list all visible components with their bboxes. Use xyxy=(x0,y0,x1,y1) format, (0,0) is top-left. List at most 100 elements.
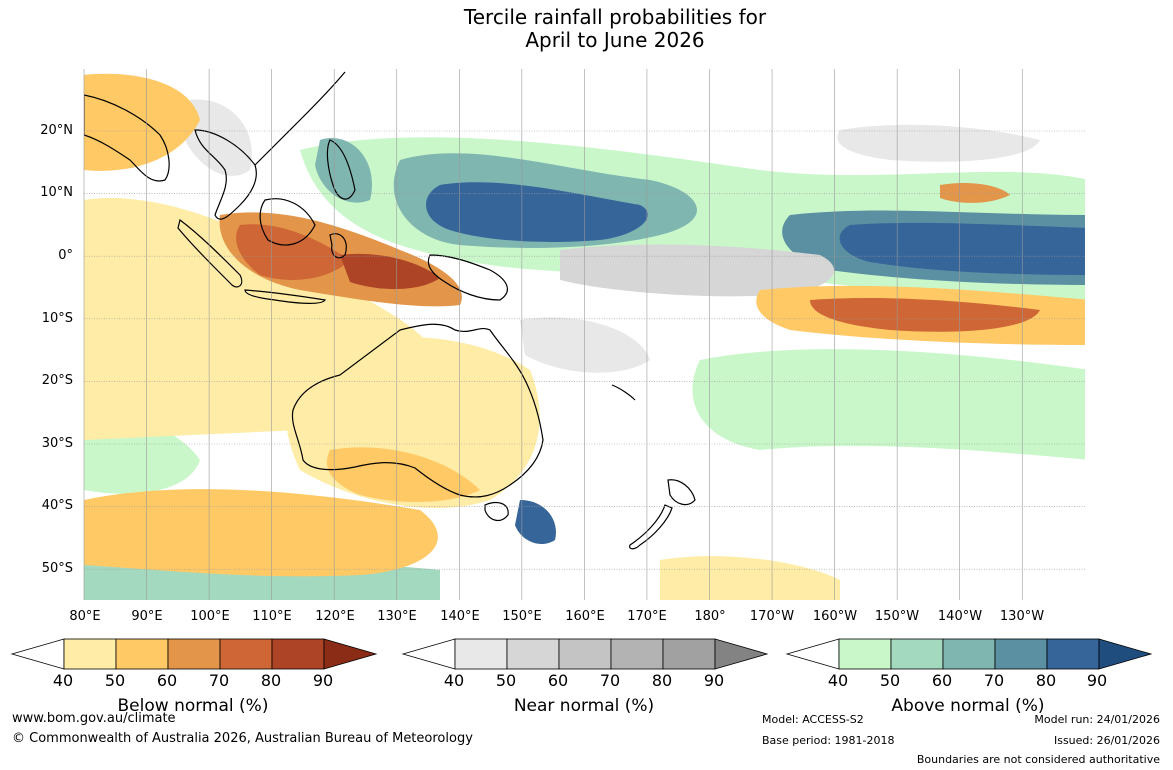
lon-label-130w: 130°W xyxy=(999,609,1045,624)
near-normal-tick: 50 xyxy=(495,671,517,690)
near-normal-title: Near normal (%) xyxy=(513,696,655,716)
above-normal-colorbar-segment xyxy=(838,638,892,670)
lat-label-20n: 20°N xyxy=(40,123,73,138)
above-normal-colorbar-segment xyxy=(942,638,996,670)
near-normal-colorbar-segment xyxy=(506,638,560,670)
lat-label-20s: 20°S xyxy=(41,373,73,388)
above-normal-colorbar-segment xyxy=(994,638,1048,670)
new-zealand-north-coastline xyxy=(667,479,696,506)
near-normal-north-pacific xyxy=(837,124,1040,162)
near-normal-colorbar-start-arrow xyxy=(401,638,456,670)
below-normal-tick: 70 xyxy=(208,671,230,690)
lon-label-140e: 140°E xyxy=(440,609,480,624)
website-link[interactable]: www.bom.gov.au/climate xyxy=(12,711,176,726)
lat-label-50s: 50°S xyxy=(41,561,73,576)
lon-label-150e: 150°E xyxy=(502,609,542,624)
below-normal-tick: 40 xyxy=(52,671,74,690)
below-normal-colorbar-start-arrow xyxy=(10,638,65,670)
above-normal-pacific-core-2 xyxy=(426,182,648,242)
above-normal-colorbar-segment xyxy=(1046,638,1100,670)
near-normal-colorbar-segment xyxy=(454,638,508,670)
below-normal-colorbar-segment xyxy=(271,638,325,670)
copyright-text: © Commonwealth of Australia 2026, Austra… xyxy=(12,731,473,746)
lon-label-180: 180° xyxy=(694,609,726,624)
below-normal-colorbar-segment xyxy=(115,638,169,670)
below-normal-north-pacific-patch xyxy=(940,183,1010,203)
above-normal-east-pacific-inner xyxy=(839,222,1085,275)
below-normal-colorbar-end-arrow xyxy=(323,638,378,670)
near-normal-regions xyxy=(185,99,1040,373)
china-coastline xyxy=(254,71,346,166)
map-title-line-2: April to June 2026 xyxy=(525,28,705,52)
near-normal-tick: 40 xyxy=(443,671,465,690)
lon-label-130e: 130°E xyxy=(377,609,417,624)
below-normal-new-guinea-core xyxy=(340,253,440,290)
below-normal-colorbar-segment xyxy=(63,638,117,670)
near-normal-coral-sea xyxy=(520,317,650,373)
lon-label-160w: 160°W xyxy=(812,609,858,624)
above-normal-mid-latitude-pacific xyxy=(692,349,1085,460)
lon-label-120e: 120°E xyxy=(315,609,355,624)
below-normal-tick: 50 xyxy=(104,671,126,690)
lon-label-140w: 140°W xyxy=(937,609,983,624)
above-normal-tick: 40 xyxy=(827,671,849,690)
below-normal-tick: 90 xyxy=(312,671,334,690)
lon-label-90e: 90°E xyxy=(131,609,163,624)
lat-label-10s: 10°S xyxy=(41,311,73,326)
above-normal-regions xyxy=(84,137,1085,600)
near-normal-central-pacific xyxy=(560,244,835,297)
above-normal-colorbar-start-arrow xyxy=(785,638,840,670)
map-title-line-1: Tercile rainfall probabilities for xyxy=(463,5,767,29)
new-guinea-coastline xyxy=(427,254,508,301)
above-normal-tasman-cell xyxy=(515,500,556,545)
sumatra-coastline xyxy=(177,218,243,288)
above-normal-colorbar-end-arrow xyxy=(1098,638,1153,670)
near-normal-colorbar-segment xyxy=(558,638,612,670)
near-normal-colorbar-end-arrow xyxy=(714,638,769,670)
borneo-coastline xyxy=(259,198,316,246)
below-normal-south-pacific-core xyxy=(810,298,1040,332)
lat-label-30s: 30°S xyxy=(41,436,73,451)
indochina-coastline xyxy=(194,129,257,220)
lat-label-40s: 40°S xyxy=(41,498,73,513)
coastlines xyxy=(84,71,696,550)
base-period: Base period: 1981-2018 xyxy=(762,734,895,747)
lon-label-160e: 160°E xyxy=(565,609,605,624)
lon-label-170w: 170°W xyxy=(749,609,795,624)
above-normal-tick: 70 xyxy=(983,671,1005,690)
below-normal-south-asia xyxy=(84,73,200,171)
new-zealand-south-coastline xyxy=(629,504,673,550)
above-normal-philippines xyxy=(315,138,372,203)
near-normal-se-asia xyxy=(185,99,252,176)
above-normal-tick: 80 xyxy=(1035,671,1057,690)
near-normal-tick: 90 xyxy=(703,671,725,690)
below-normal-colorbar-segment xyxy=(219,638,273,670)
colorbars xyxy=(10,638,1153,670)
above-normal-tick: 90 xyxy=(1086,671,1108,690)
below-normal-tick: 60 xyxy=(156,671,178,690)
below-normal-title: Below normal (%) xyxy=(117,696,269,716)
model-name: Model: ACCESS-S2 xyxy=(762,713,864,726)
java-coastline xyxy=(244,289,326,304)
new-caledonia-coastline xyxy=(611,384,636,401)
near-normal-tick: 60 xyxy=(547,671,569,690)
lon-label-150w: 150°W xyxy=(874,609,920,624)
near-normal-tick: 80 xyxy=(651,671,673,690)
lon-label-110e: 110°E xyxy=(252,609,292,624)
india-coastline xyxy=(84,94,170,182)
sulawesi-coastline xyxy=(329,233,347,259)
lon-label-170e: 170°E xyxy=(627,609,667,624)
above-normal-tick: 50 xyxy=(879,671,901,690)
above-normal-title: Above normal (%) xyxy=(891,696,1045,716)
gridlines xyxy=(83,69,1085,600)
below-normal-south-patch xyxy=(660,556,840,600)
near-normal-colorbar-segment xyxy=(662,638,716,670)
below-normal-southern-indian xyxy=(84,489,438,577)
near-normal-tick: 70 xyxy=(599,671,621,690)
lon-label-100e: 100°E xyxy=(190,609,230,624)
below-normal-tick: 80 xyxy=(260,671,282,690)
issued-date: Issued: 26/01/2026 xyxy=(1053,734,1160,747)
below-normal-se-australia xyxy=(326,447,480,502)
below-normal-indonesia-core xyxy=(236,224,350,280)
